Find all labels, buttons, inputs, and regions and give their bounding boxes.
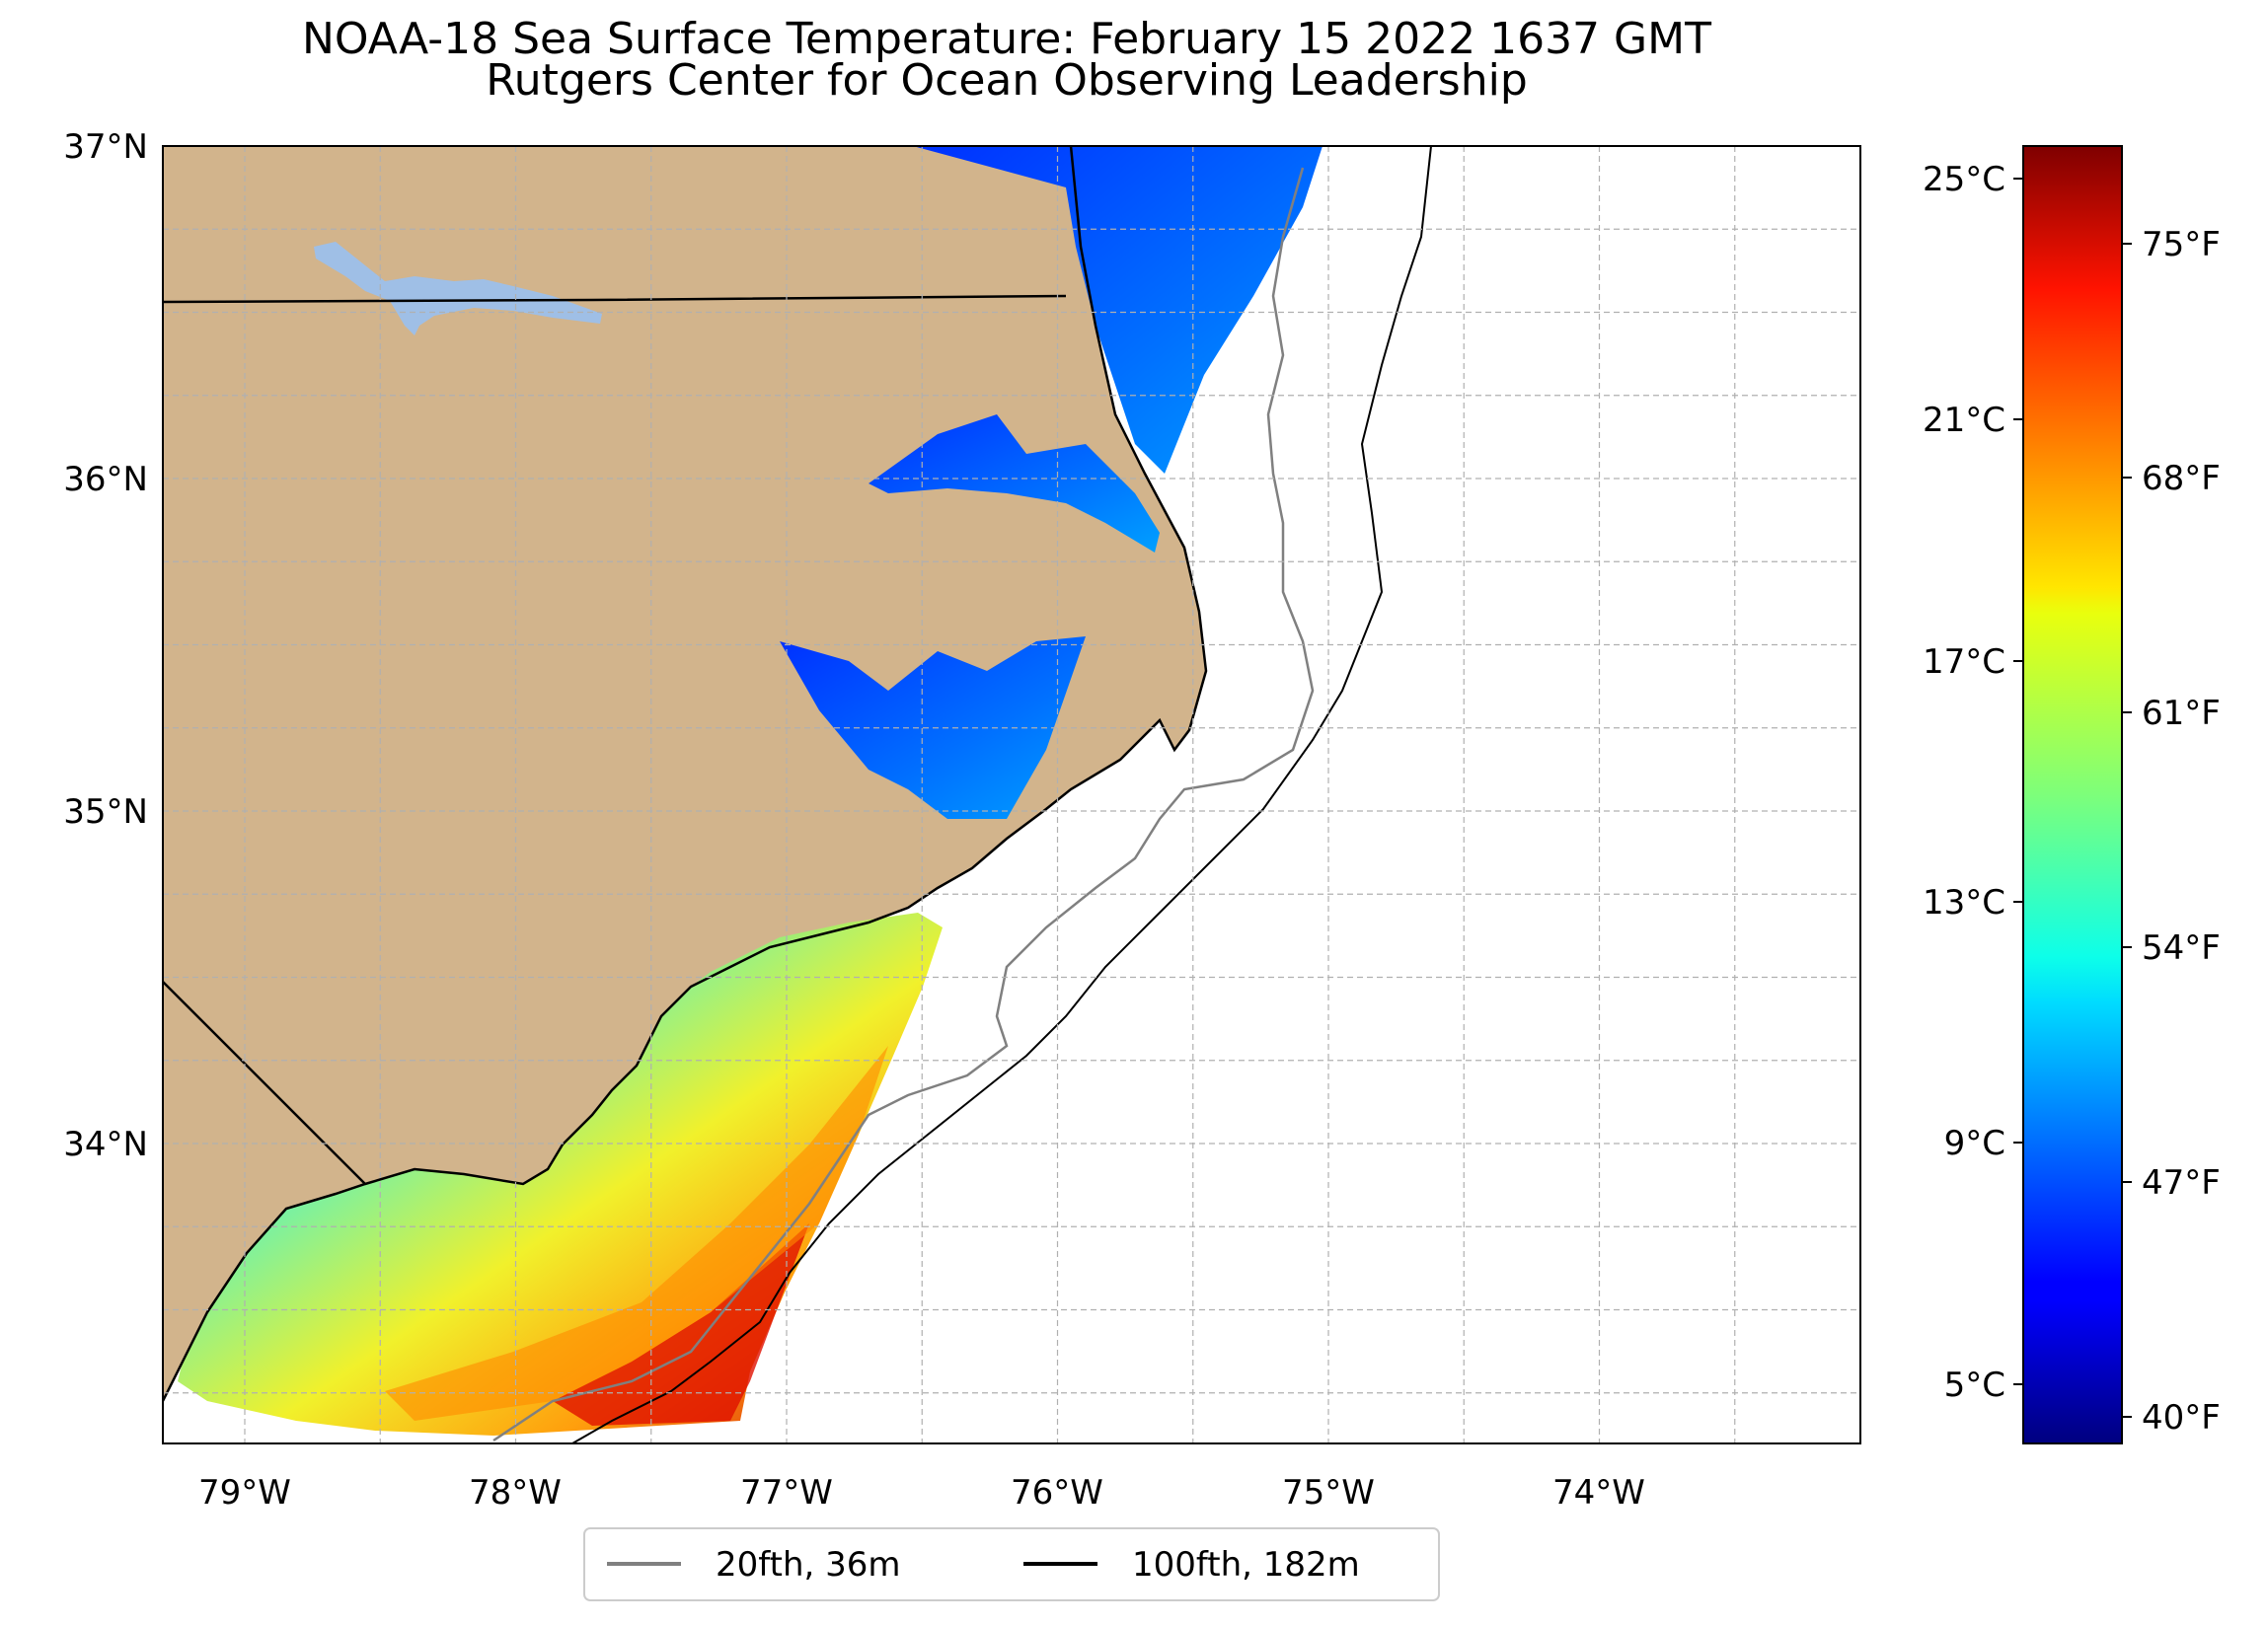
colorbar: 25°C 21°C 17°C 13°C 9°C 5°C 75°F 68°F 61… — [1923, 145, 2221, 1444]
chart-title: NOAA-18 Sea Surface Temperature: Februar… — [302, 14, 1711, 64]
celsius-tick-label: 25°C — [1923, 160, 2005, 199]
colorbar-gradient — [2022, 145, 2123, 1444]
legend-label-20fth: 20fth, 36m — [716, 1545, 901, 1585]
lon-tick-label: 78°W — [469, 1473, 562, 1513]
sst-orange-band — [385, 1046, 888, 1421]
lon-tick-label: 76°W — [1011, 1473, 1103, 1513]
fahrenheit-tick-label: 47°F — [2142, 1163, 2221, 1203]
lon-tick-label: 79°W — [198, 1473, 291, 1513]
sst-swath-north — [913, 146, 1323, 474]
legend-box — [583, 1527, 1440, 1601]
lon-tick-labels: 79°W 78°W 77°W 76°W 75°W 74°W — [198, 1473, 1645, 1513]
celsius-tick-label: 21°C — [1923, 401, 2005, 440]
isobath-100fth — [571, 146, 1432, 1443]
coastline — [163, 146, 1208, 1402]
isobath-20fth — [492, 167, 1315, 1442]
celsius-tick-label: 9°C — [1944, 1124, 2005, 1163]
lon-tick-label: 77°W — [740, 1473, 833, 1513]
fahrenheit-tick-label: 54°F — [2142, 928, 2221, 968]
celsius-tick-label: 5°C — [1944, 1366, 2005, 1405]
celsius-tick-label: 13°C — [1923, 883, 2005, 923]
colorbar-fahrenheit-ticks — [2122, 243, 2132, 1418]
colorbar-fahrenheit-labels: 75°F 68°F 61°F 54°F 47°F 40°F — [2142, 225, 2221, 1438]
legend-label-100fth: 100fth, 182m — [1132, 1545, 1360, 1585]
lat-tick-label: 35°N — [63, 792, 148, 832]
fahrenheit-tick-label: 40°F — [2142, 1398, 2221, 1438]
lat-tick-label: 34°N — [63, 1125, 148, 1164]
sst-warm-core — [553, 1223, 809, 1426]
chart-subtitle: Rutgers Center for Ocean Observing Leade… — [486, 55, 1528, 106]
legend: 20fth, 36m 100fth, 182m — [583, 1527, 1440, 1601]
colorbar-celsius-ticks — [2013, 178, 2023, 1385]
fahrenheit-tick-label: 61°F — [2142, 694, 2221, 733]
fahrenheit-tick-label: 68°F — [2142, 459, 2221, 498]
fahrenheit-tick-label: 75°F — [2142, 225, 2221, 264]
county-border — [163, 981, 366, 1185]
celsius-tick-label: 17°C — [1923, 642, 2005, 682]
lat-tick-label: 37°N — [63, 127, 148, 167]
lat-tick-label: 36°N — [63, 460, 148, 499]
lat-tick-labels: 37°N 36°N 35°N 34°N — [63, 127, 148, 1164]
sst-albemarle-sound — [869, 414, 1160, 553]
lon-tick-label: 75°W — [1282, 1473, 1375, 1513]
map-panel: 79°W 78°W 77°W 76°W 75°W 74°W 37°N 36°N … — [63, 127, 1861, 1513]
lon-tick-label: 74°W — [1552, 1473, 1645, 1513]
map-frame — [162, 145, 1861, 1444]
state-border — [163, 294, 1067, 304]
colorbar-celsius-labels: 25°C 21°C 17°C 13°C 9°C 5°C — [1923, 160, 2005, 1405]
